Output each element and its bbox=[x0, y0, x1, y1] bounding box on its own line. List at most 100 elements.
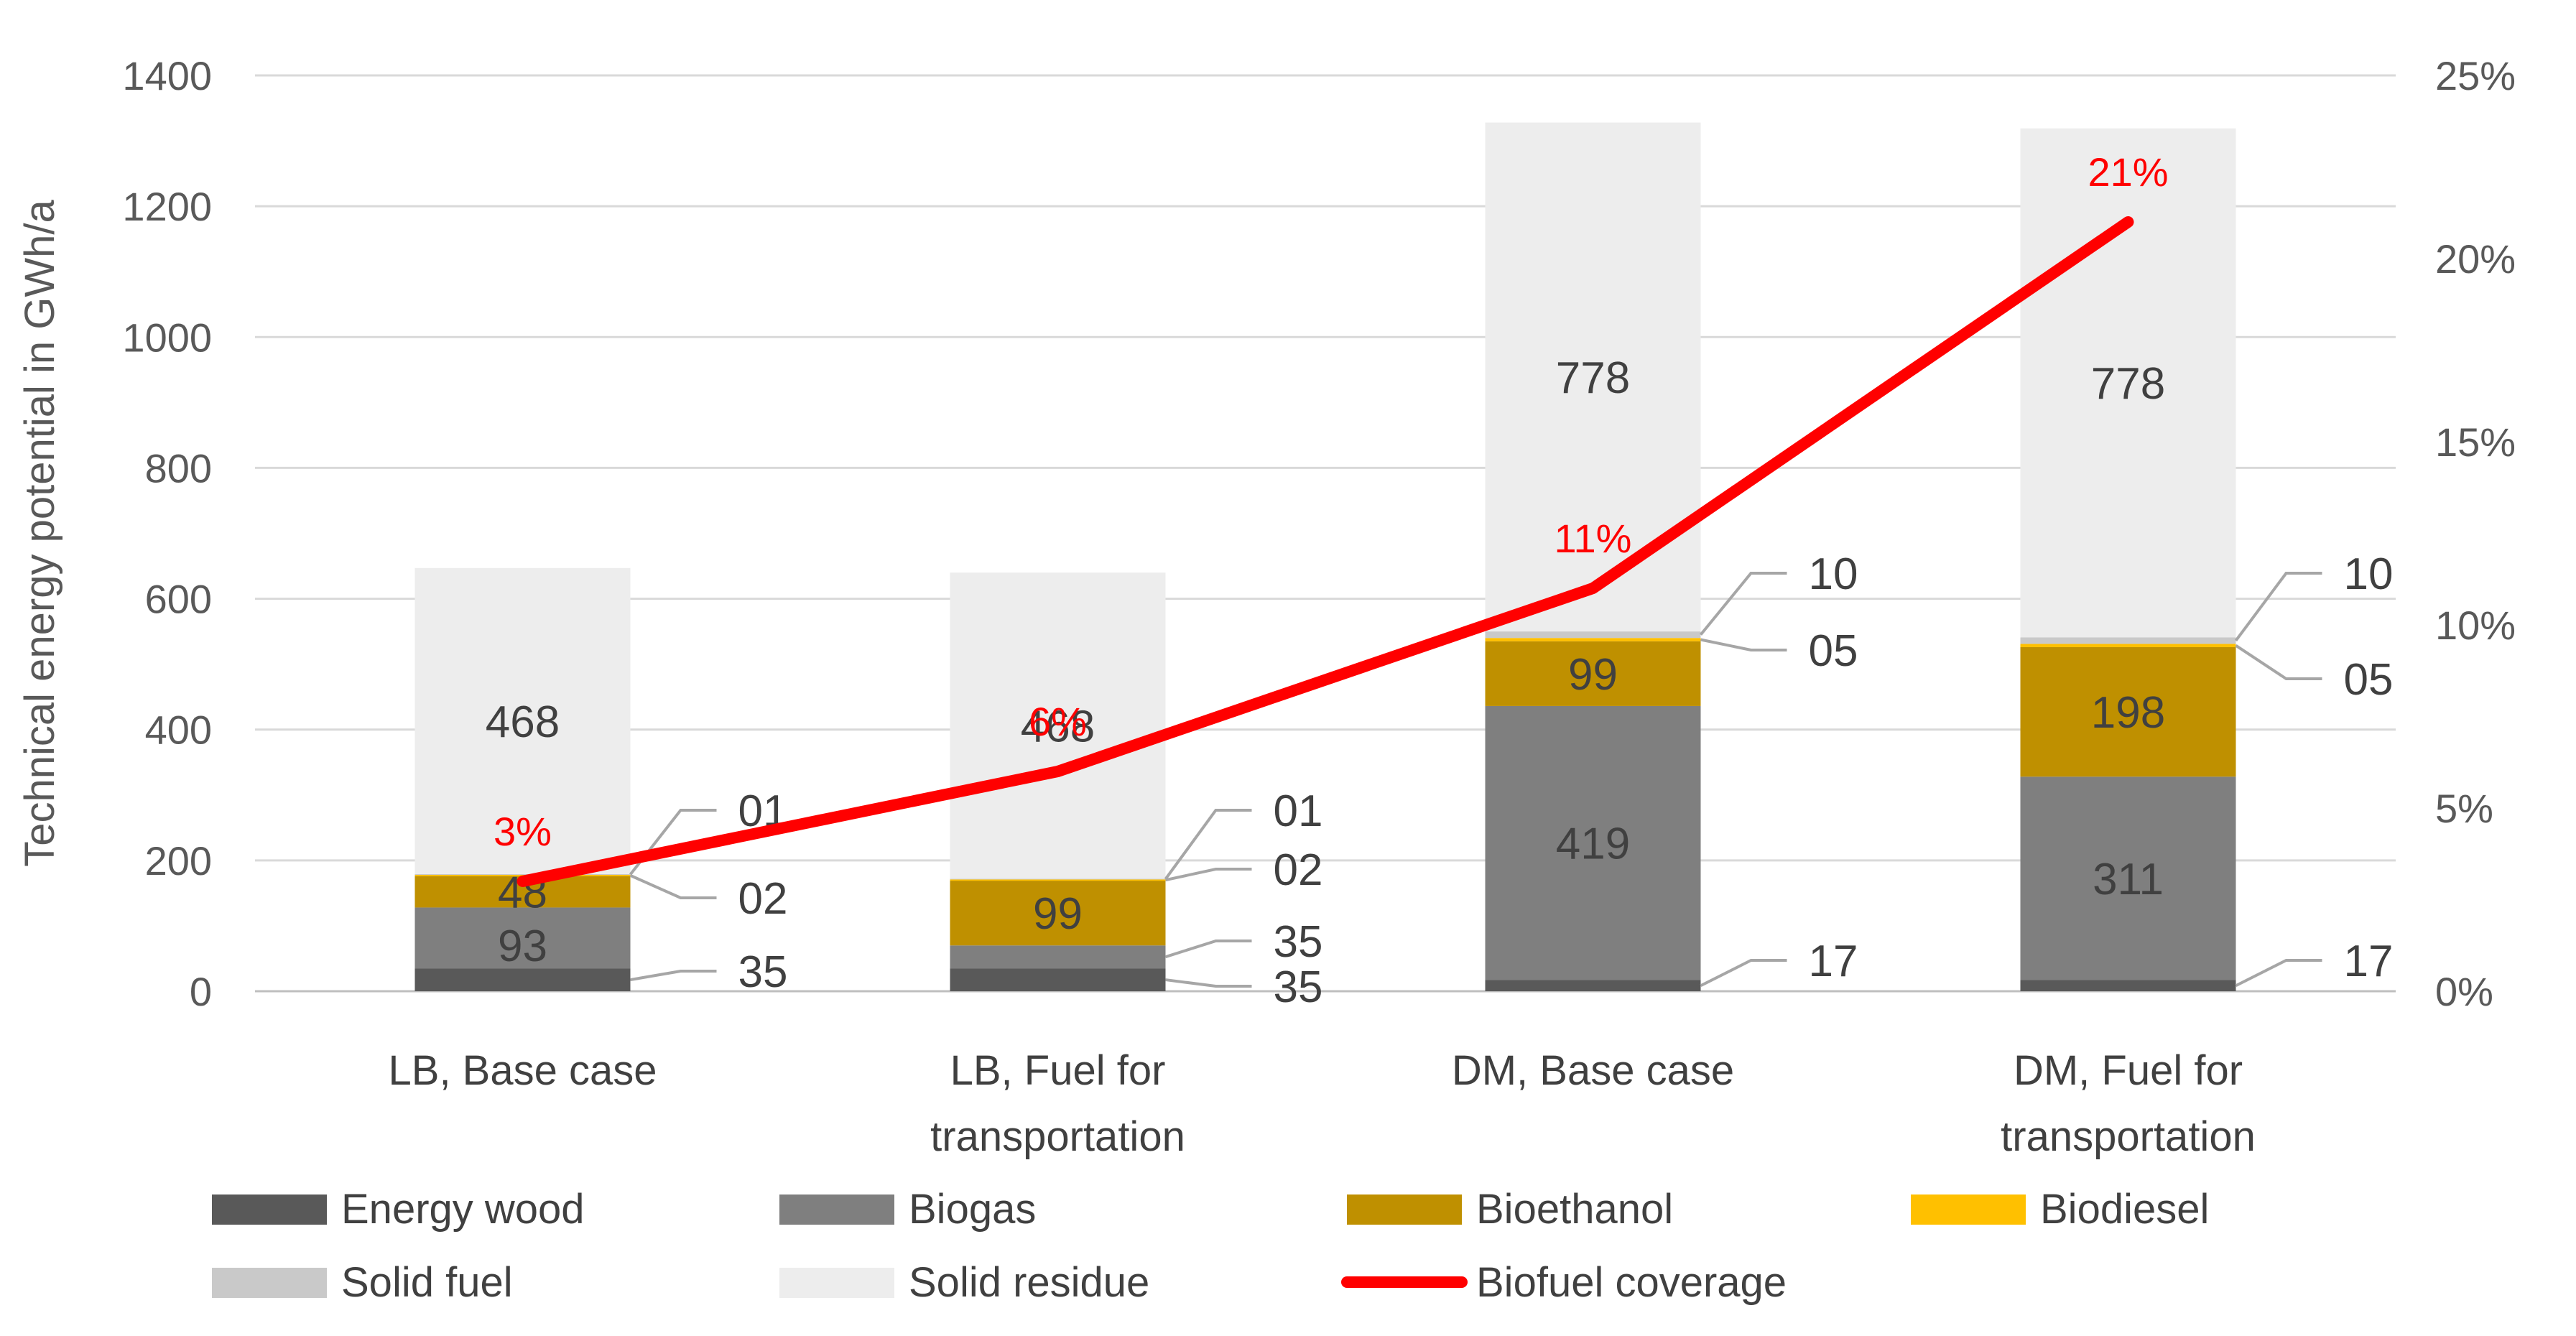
data-label: 17 bbox=[2344, 937, 2394, 986]
x-tick-label: DM, Fuel for bbox=[2014, 1047, 2243, 1094]
y-tick-label: 400 bbox=[145, 708, 212, 753]
data-label: 05 bbox=[2344, 655, 2394, 705]
coverage-label: 11% bbox=[1555, 516, 1632, 561]
leader-line bbox=[1700, 638, 1787, 651]
legend-label: Solid fuel bbox=[341, 1259, 513, 1306]
data-label: 10 bbox=[1809, 549, 1858, 599]
y2-tick-label: 20% bbox=[2435, 236, 2516, 282]
coverage-label: 3% bbox=[494, 809, 552, 854]
bar-segment-biodiesel bbox=[950, 879, 1166, 881]
bar-segment-solid-fuel bbox=[1485, 631, 1701, 639]
y2-tick-label: 15% bbox=[2435, 419, 2516, 465]
legend-swatch-bioethanol bbox=[1347, 1194, 1462, 1225]
bar-segment-energy-wood bbox=[2020, 980, 2236, 991]
bar-segment-solid-residue bbox=[414, 567, 631, 874]
data-label: 468 bbox=[486, 697, 560, 747]
bar-segment-energy-wood bbox=[950, 968, 1166, 991]
data-label: 02 bbox=[738, 874, 788, 924]
legend-swatch-energy-wood bbox=[212, 1194, 327, 1225]
coverage-label: 21% bbox=[2088, 149, 2168, 195]
coverage-line bbox=[516, 216, 2134, 887]
coverage-point bbox=[1056, 770, 1060, 773]
coverage-point bbox=[2126, 221, 2130, 223]
leader-line bbox=[2234, 572, 2322, 642]
bar-segment-biogas bbox=[1485, 705, 1701, 980]
bar-segment-bioethanol bbox=[2020, 646, 2236, 777]
legend-swatch-biodiesel bbox=[1911, 1194, 2026, 1225]
data-label: 419 bbox=[1556, 820, 1630, 869]
y-tick-label: 800 bbox=[145, 445, 212, 491]
coverage-label: 6% bbox=[1029, 699, 1087, 744]
x-tick-label: LB, Base case bbox=[389, 1047, 657, 1094]
y2-tick-label: 0% bbox=[2435, 969, 2493, 1014]
coverage-point bbox=[1591, 587, 1595, 590]
legend-label: Bioethanol bbox=[1476, 1186, 1673, 1233]
bar-segment-energy-wood bbox=[414, 968, 631, 991]
leader-line bbox=[1165, 868, 1252, 882]
leader-line bbox=[1700, 959, 1787, 988]
leader-line bbox=[1699, 572, 1787, 636]
x-tick-label: DM, Base case bbox=[1452, 1047, 1734, 1094]
legend-swatch-solid-fuel bbox=[212, 1268, 327, 1298]
data-label: 02 bbox=[1274, 845, 1323, 895]
bar-segment-biodiesel bbox=[1485, 638, 1701, 641]
legend-label: Biogas bbox=[909, 1186, 1036, 1233]
data-label: 311 bbox=[2093, 855, 2164, 904]
legend-label: Energy wood bbox=[341, 1186, 585, 1233]
bar-segment-solid-residue bbox=[950, 572, 1166, 879]
data-label: 198 bbox=[2091, 688, 2165, 738]
data-label: 10 bbox=[2344, 549, 2394, 599]
x-tick-label: LB, Fuel for bbox=[950, 1047, 1166, 1094]
legend-swatch-solid-residue bbox=[779, 1268, 894, 1298]
legend-swatch-biogas bbox=[779, 1194, 894, 1225]
legend-label: Solid residue bbox=[909, 1259, 1149, 1306]
y-tick-label: 600 bbox=[145, 577, 212, 622]
y-tick-label: 0 bbox=[190, 969, 212, 1014]
leader-line bbox=[2235, 959, 2322, 988]
coverage-point bbox=[521, 880, 524, 883]
leader-line bbox=[1165, 978, 1252, 988]
data-label: 17 bbox=[1809, 937, 1858, 986]
data-label: 93 bbox=[498, 922, 547, 971]
y-tick-label: 1200 bbox=[122, 184, 212, 229]
x-tick-label: transportation bbox=[930, 1113, 1185, 1160]
bar-segment-bioethanol bbox=[1485, 641, 1701, 706]
y-tick-label: 200 bbox=[145, 838, 212, 883]
leader-line bbox=[630, 970, 717, 982]
data-label: 468 bbox=[1021, 702, 1095, 751]
bar-segment-biogas bbox=[950, 945, 1166, 969]
leader-line bbox=[629, 873, 717, 899]
y2-tick-label: 5% bbox=[2435, 786, 2493, 831]
x-tick-label: transportation bbox=[2001, 1113, 2256, 1160]
data-label: 778 bbox=[2091, 359, 2165, 409]
y2-tick-label: 25% bbox=[2435, 53, 2516, 98]
data-label: 35 bbox=[1274, 962, 1323, 1012]
bar-segment-solid-fuel bbox=[2020, 637, 2236, 644]
leader-line bbox=[2235, 644, 2322, 680]
data-label: 99 bbox=[1033, 889, 1083, 939]
data-label: 05 bbox=[1809, 626, 1858, 676]
data-label: 35 bbox=[1274, 917, 1323, 967]
bar-segment-solid-residue bbox=[2020, 128, 2236, 638]
y-tick-label: 1000 bbox=[122, 315, 212, 360]
data-label: 778 bbox=[1556, 353, 1630, 403]
bar-segment-biodiesel bbox=[2020, 644, 2236, 647]
y-tick-label: 1400 bbox=[122, 53, 212, 98]
bar-segment-biogas bbox=[2020, 776, 2236, 980]
y-axis-title: Technical energy potential in GWh/a bbox=[17, 200, 63, 867]
bar-segment-solid-fuel bbox=[414, 873, 631, 875]
bar-segment-biogas bbox=[414, 907, 631, 969]
legend-label: Biodiesel bbox=[2040, 1186, 2209, 1233]
leader-line bbox=[1164, 940, 1252, 959]
bar-segment-biodiesel bbox=[414, 874, 631, 876]
leader-line bbox=[1164, 809, 1252, 880]
data-label: 99 bbox=[1568, 650, 1618, 700]
data-label: 01 bbox=[1274, 787, 1323, 836]
bar-segment-solid-residue bbox=[1485, 122, 1701, 632]
bar-segment-energy-wood bbox=[1485, 980, 1701, 991]
data-label: 35 bbox=[738, 947, 788, 997]
y2-tick-label: 10% bbox=[2435, 603, 2516, 648]
bar-segment-bioethanol bbox=[950, 881, 1166, 946]
